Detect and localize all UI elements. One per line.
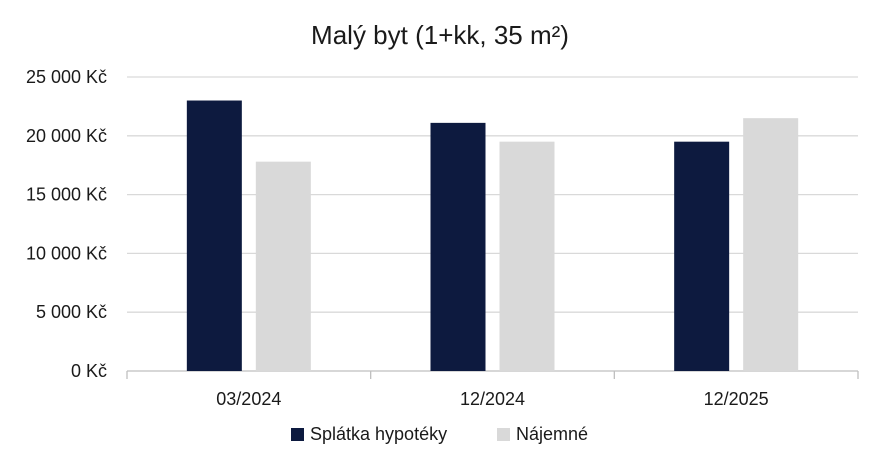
y-tick-label: 0 Kč: [71, 361, 107, 381]
y-tick-label: 15 000 Kč: [26, 185, 107, 205]
y-tick-label: 25 000 Kč: [26, 67, 107, 87]
bar-najemne: [743, 118, 799, 371]
gridlines: [127, 76, 858, 313]
x-tick-label: 12/2024: [460, 389, 525, 409]
y-axis: 0 Kč 5 000 Kč 10 000 Kč 15 000 Kč 20 000 Kč 2…: [26, 67, 107, 381]
legend-label: Nájemné: [516, 424, 588, 444]
y-tick-label: 20 000 Kč: [26, 126, 107, 146]
bar-najemne: [499, 141, 555, 371]
chart-title: Malý byt (1+kk, 35 m²): [311, 20, 569, 50]
y-tick-label: 10 000 Kč: [26, 243, 107, 263]
x-tick-label: 12/2025: [704, 389, 769, 409]
bar-najemne: [255, 161, 311, 371]
x-tick-label: 03/2024: [216, 389, 281, 409]
bars: [186, 100, 799, 372]
legend-swatch: [291, 428, 304, 441]
legend: Splátka hypotéky Nájemné: [291, 424, 588, 444]
x-axis: 03/2024 12/2024 12/2025: [126, 370, 859, 409]
bar-splatka-hypoteky: [430, 122, 486, 371]
legend-label: Splátka hypotéky: [310, 424, 447, 444]
y-tick-label: 5 000 Kč: [36, 302, 107, 322]
legend-swatch: [497, 428, 510, 441]
bar-splatka-hypoteky: [186, 100, 242, 372]
bar-splatka-hypoteky: [674, 141, 730, 371]
